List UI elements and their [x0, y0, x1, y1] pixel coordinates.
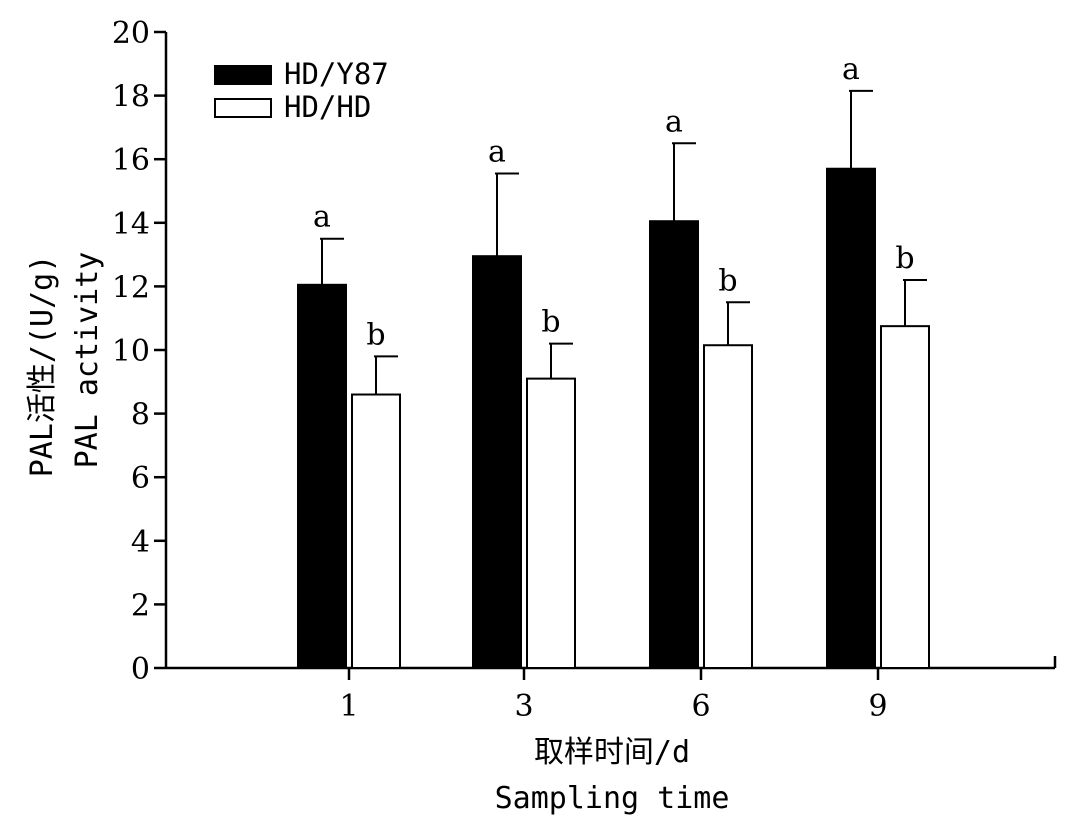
bars: a a a a b b b b — [297, 52, 930, 670]
significance-label: b — [718, 263, 737, 298]
bar-hd-y87-3 — [472, 255, 522, 669]
x-axis-title-line1: 取样时间/d — [534, 735, 690, 770]
y-tick-label: 8 — [131, 398, 150, 433]
y-tick-label: 14 — [112, 207, 150, 242]
y-tick-label: 0 — [131, 652, 150, 687]
x-axis-title-line2: Sampling time — [495, 781, 730, 816]
bar-hd-hd-3 — [526, 377, 576, 669]
x-tick-label: 3 — [514, 689, 533, 724]
bar-hd-y87-1 — [297, 283, 347, 669]
bar-hd-y87-6 — [649, 220, 699, 670]
bar-hd-y87-9 — [826, 167, 876, 670]
y-tick-label: 12 — [112, 270, 150, 305]
y-tick-label: 18 — [112, 80, 150, 115]
bar-hd-hd-6 — [703, 344, 753, 669]
y-axis-title-line2: PAL activity — [70, 252, 105, 469]
significance-label: a — [842, 52, 860, 87]
y-tick-label: 20 — [112, 16, 150, 51]
y-tick-label: 6 — [131, 461, 150, 496]
x-tick-label: 9 — [868, 689, 887, 724]
x-tick-label: 6 — [691, 689, 710, 724]
legend-label: HD/HD — [284, 90, 371, 124]
legend-swatch — [214, 65, 272, 85]
significance-label: a — [313, 200, 331, 235]
x-axis-title: 取样时间/d Sampling time — [495, 735, 730, 816]
x-tick-label: 1 — [339, 689, 358, 724]
y-axis-title-line1: PAL活性/(U/g) — [25, 255, 60, 478]
bar-hd-hd-1 — [351, 393, 401, 669]
y-tick-label: 10 — [112, 334, 150, 369]
legend-swatch — [214, 98, 272, 118]
bar-hd-hd-9 — [880, 325, 930, 669]
significance-label: b — [895, 241, 914, 276]
x-ticks: 1 3 6 9 — [339, 668, 888, 724]
significance-label: b — [541, 305, 560, 340]
significance-label: a — [665, 104, 683, 139]
significance-label: a — [488, 135, 506, 170]
legend-label: HD/Y87 — [284, 57, 389, 91]
y-axis-title: PAL活性/(U/g) PAL activity — [25, 252, 105, 478]
y-tick-label: 2 — [131, 588, 150, 623]
significance-label: b — [366, 317, 385, 352]
y-tick-label: 16 — [112, 143, 150, 178]
y-tick-label: 4 — [131, 525, 150, 560]
y-ticks: 0 2 4 6 8 10 12 14 16 18 20 — [112, 16, 166, 687]
